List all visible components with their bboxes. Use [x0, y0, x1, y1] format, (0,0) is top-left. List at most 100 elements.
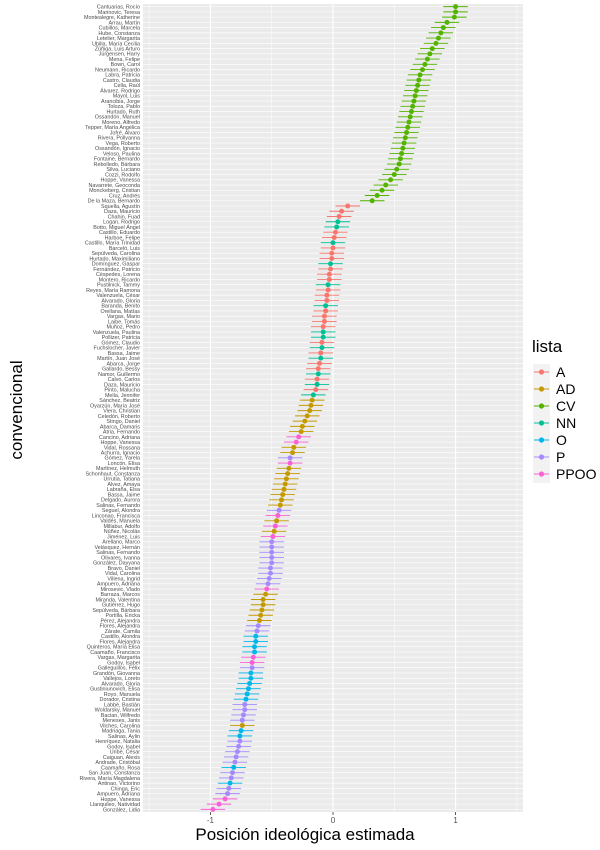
y-tick-label: Rebolledo, Bárbara [94, 162, 140, 168]
data-point [320, 329, 326, 335]
y-tick-label: Castro, Claudia [103, 78, 140, 84]
y-tick-label: Valenzuela, Paulina [93, 330, 140, 336]
data-point [419, 67, 425, 73]
data-point [272, 523, 278, 529]
data-point [415, 82, 421, 88]
y-tick-label: San Juan, Constanza [88, 771, 140, 777]
y-tick-label: Flores, Alejandra [100, 624, 140, 630]
y-tick-label: Martínez, Helmuth [96, 466, 140, 472]
y-tick-label: Neumann, Ricardo [95, 67, 140, 73]
data-point [406, 119, 412, 125]
data-marks [200, 4, 468, 812]
data-point [397, 156, 403, 162]
data-point [326, 276, 332, 282]
y-tick-label: Botto, Miguel Ángel [93, 224, 140, 231]
y-tick-label: Bown, Carol [111, 62, 140, 68]
y-tick-label: Martín, Juan José [97, 356, 140, 362]
y-tick-label: Cubillos, Marcela [99, 26, 140, 32]
data-point [400, 145, 406, 151]
data-point [335, 219, 341, 225]
data-point [315, 366, 321, 372]
data-point [435, 35, 441, 41]
y-tick-label: Urrutia, Tatiana [104, 477, 140, 483]
y-tick-label: Mirosevic, Vlado [100, 587, 140, 593]
data-point [290, 450, 296, 456]
y-tick-label: Hoppe, Vanessa [101, 178, 140, 184]
data-point [329, 255, 335, 261]
legend-label: O [556, 432, 567, 448]
data-point [234, 749, 240, 755]
data-point [336, 213, 342, 219]
legend-key-point [538, 454, 545, 460]
data-point [287, 460, 293, 466]
x-axis-title: Posición ideológica estimada [195, 825, 415, 844]
data-point [401, 140, 407, 146]
data-point [451, 14, 457, 20]
data-point [248, 675, 254, 681]
data-point [241, 712, 247, 718]
y-tick-label: Hurtado, Maximiliano [89, 256, 140, 262]
y-tick-label: Pustilnick, Tammy [97, 283, 140, 289]
data-point [253, 638, 259, 644]
data-point [237, 738, 243, 744]
y-tick-label: Vallejos, Loreto [103, 676, 140, 682]
data-point [250, 654, 256, 660]
y-tick-label: Jiménez, Luis [107, 534, 140, 540]
data-point [424, 56, 430, 62]
data-point [269, 549, 275, 555]
data-point [264, 586, 270, 592]
data-point [325, 282, 331, 288]
y-tick-label: Godoy, Isabel [107, 660, 140, 666]
y-tick-label: Calvo, Carlos [108, 377, 141, 383]
y-tick-label: Delgado, Aurora [101, 498, 140, 504]
data-point [249, 659, 255, 665]
y-tick-label: Arrau, Martín [109, 20, 140, 26]
data-point [242, 701, 248, 707]
y-tick-label: González, Lidia [103, 807, 140, 813]
data-point [453, 4, 459, 10]
y-tick-label: Marinovic, Teresa [98, 10, 140, 16]
y-tick-label: Gustiniunovich, Elisa [90, 687, 140, 693]
y-tick-label: Álvarez, Rodrigo [100, 87, 140, 94]
y-tick-label: Muñoz, Pedro [106, 325, 140, 331]
data-point [412, 93, 418, 99]
legend-label: A [556, 364, 566, 380]
y-tick-label: Viera, Christian [103, 409, 140, 415]
data-point [408, 109, 414, 115]
y-tick-label: Domínguez, Gaspar [92, 262, 140, 268]
x-tick-label: 0 [331, 816, 336, 825]
y-tick-label: Madriaga, Tania [102, 729, 140, 735]
data-point [453, 9, 459, 15]
y-tick-label: Atria, Fernando [103, 430, 140, 436]
data-point [328, 266, 334, 272]
data-point [318, 355, 324, 361]
x-tick-label: 1 [453, 816, 458, 825]
data-point [227, 780, 233, 786]
y-tick-label: Caamaño, Francisco [90, 650, 140, 656]
data-point [253, 633, 259, 639]
y-tick-label: Chinga, Eric [111, 786, 141, 792]
y-tick-label: Vargas, Mario [107, 314, 140, 320]
y-tick-label: Bassa, Jaime [108, 351, 140, 357]
data-point [244, 691, 250, 697]
data-point [298, 429, 304, 435]
data-point [269, 544, 275, 550]
y-tick-label: Laibe, Tomás [108, 319, 140, 325]
data-point [402, 135, 408, 141]
y-tick-label: Salinas, Fernando [96, 550, 140, 556]
y-tick-label: Caiguan, Alexis [103, 755, 140, 761]
y-tick-label: Namor, Guillermo [98, 372, 140, 378]
y-tick-label: Andrade, Cristóbal [95, 760, 140, 766]
data-point [293, 439, 299, 445]
y-tick-label: Mayol, Luis [113, 94, 141, 100]
data-point [427, 51, 433, 57]
y-tick-label: Celedón, Roberto [98, 414, 140, 420]
data-point [329, 250, 335, 256]
y-tick-label: Loncón, Elisa [108, 461, 140, 467]
y-tick-label: Hube, Constanza [98, 31, 140, 37]
y-tick-label: Bravo, Daniel [108, 566, 140, 572]
data-point [330, 240, 336, 246]
data-point [416, 77, 422, 83]
